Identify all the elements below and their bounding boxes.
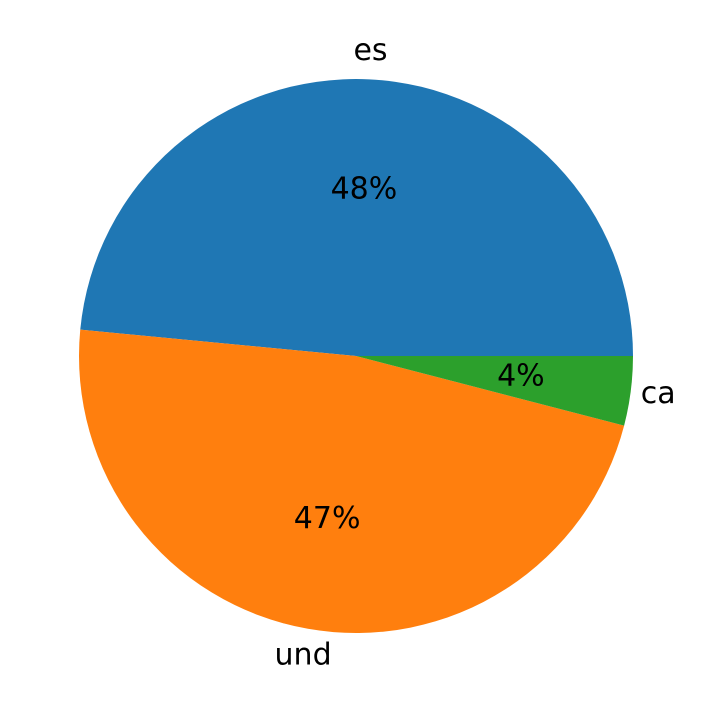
pie-slice — [80, 79, 634, 356]
slice-label: und — [275, 638, 332, 673]
pie-slice — [356, 356, 633, 426]
value-label: 4% — [497, 359, 545, 394]
slice-label: es — [353, 33, 387, 68]
pie-slice — [79, 329, 625, 633]
slice-label: ca — [641, 376, 676, 411]
value-label: 47% — [294, 501, 361, 536]
value-label: 48% — [331, 171, 398, 206]
